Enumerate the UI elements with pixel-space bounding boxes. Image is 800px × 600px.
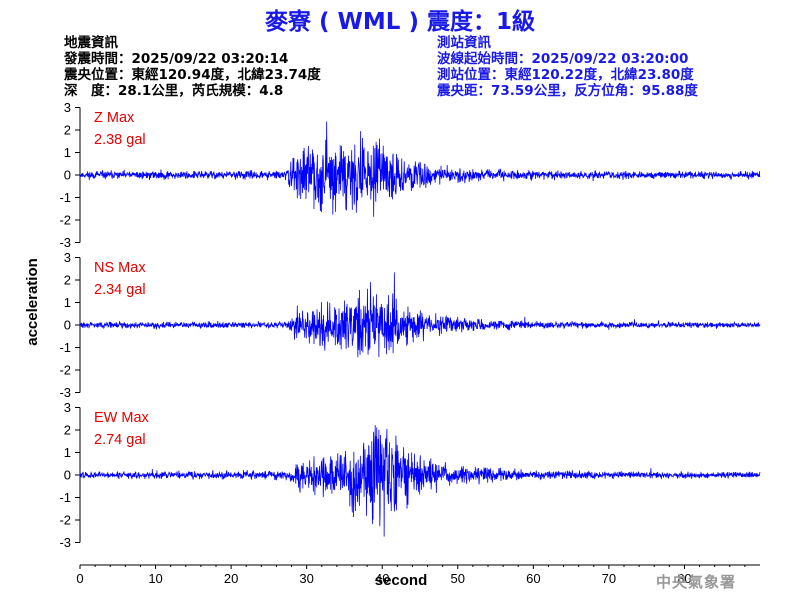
y-tick-label: 1	[64, 145, 71, 160]
earthquake-info: 地震資訊 發震時間：2025/09/22 03:20:14 震央位置：東經120…	[64, 35, 321, 99]
x-tick-label: 10	[148, 571, 162, 586]
y-tick-label: -2	[59, 213, 71, 228]
y-tick-label: 0	[64, 318, 71, 333]
wave-start-time: 波線起始時間：2025/09/22 03:20:00	[437, 51, 689, 67]
origin-time: 發震時間：2025/09/22 03:20:14	[64, 51, 289, 67]
y-tick-label: 2	[64, 123, 71, 138]
max-value-label: 2.74 gal	[94, 432, 146, 448]
station-location: 測站位置：東經120.22度，北緯23.80度	[437, 67, 694, 83]
component-label: EW Max	[94, 410, 150, 426]
earthquake-info-heading: 地震資訊	[64, 35, 118, 51]
y-tick-label: -2	[59, 513, 71, 528]
y-tick-label: 0	[64, 168, 71, 183]
station-info-heading: 測站資訊	[437, 35, 491, 51]
x-tick-label: 50	[451, 571, 465, 586]
x-tick-label: 70	[602, 571, 616, 586]
x-axis-label: second	[375, 572, 428, 589]
waveform-trace	[79, 121, 761, 217]
y-tick-label: 3	[64, 100, 71, 115]
y-tick-label: 3	[64, 250, 71, 265]
x-tick-label: 80	[677, 571, 691, 586]
y-tick-label: -2	[59, 363, 71, 378]
page-title: 麥寮 ( WML ) 震度：1級	[265, 9, 535, 35]
component-label: NS Max	[94, 260, 146, 276]
y-tick-label: 2	[64, 423, 71, 438]
epicentral-distance: 震央距：73.59公里，反方位角：95.88度	[437, 83, 698, 99]
epicenter-location: 震央位置：東經120.94度，北緯23.74度	[64, 67, 321, 83]
max-value-label: 2.34 gal	[94, 282, 146, 298]
y-tick-label: 1	[64, 295, 71, 310]
x-tick-label: 20	[224, 571, 238, 586]
waveform-trace	[79, 425, 761, 537]
y-axis-label: acceleration	[24, 258, 41, 346]
y-tick-label: 1	[64, 445, 71, 460]
y-tick-label: -1	[59, 190, 71, 205]
y-tick-label: 0	[64, 468, 71, 483]
x-tick-label: 0	[76, 571, 83, 586]
agency-watermark: 中央氣象署	[656, 573, 737, 591]
x-tick-label: 60	[526, 571, 540, 586]
station-info: 測站資訊 波線起始時間：2025/09/22 03:20:00 測站位置：東經1…	[437, 35, 698, 99]
x-tick-label: 30	[299, 571, 313, 586]
y-tick-label: -3	[59, 235, 71, 250]
max-value-label: 2.38 gal	[94, 132, 146, 148]
component-label: Z Max	[94, 110, 135, 126]
y-tick-label: -3	[59, 385, 71, 400]
y-tick-label: 3	[64, 400, 71, 415]
y-tick-label: -1	[59, 340, 71, 355]
y-tick-label: -3	[59, 535, 71, 550]
waveform-trace	[79, 272, 761, 358]
y-tick-label: -1	[59, 490, 71, 505]
depth-magnitude: 深 度：28.1公里，芮氏規模：4.8	[64, 83, 284, 99]
y-tick-label: 2	[64, 273, 71, 288]
x-tick-label: 40	[375, 571, 389, 586]
